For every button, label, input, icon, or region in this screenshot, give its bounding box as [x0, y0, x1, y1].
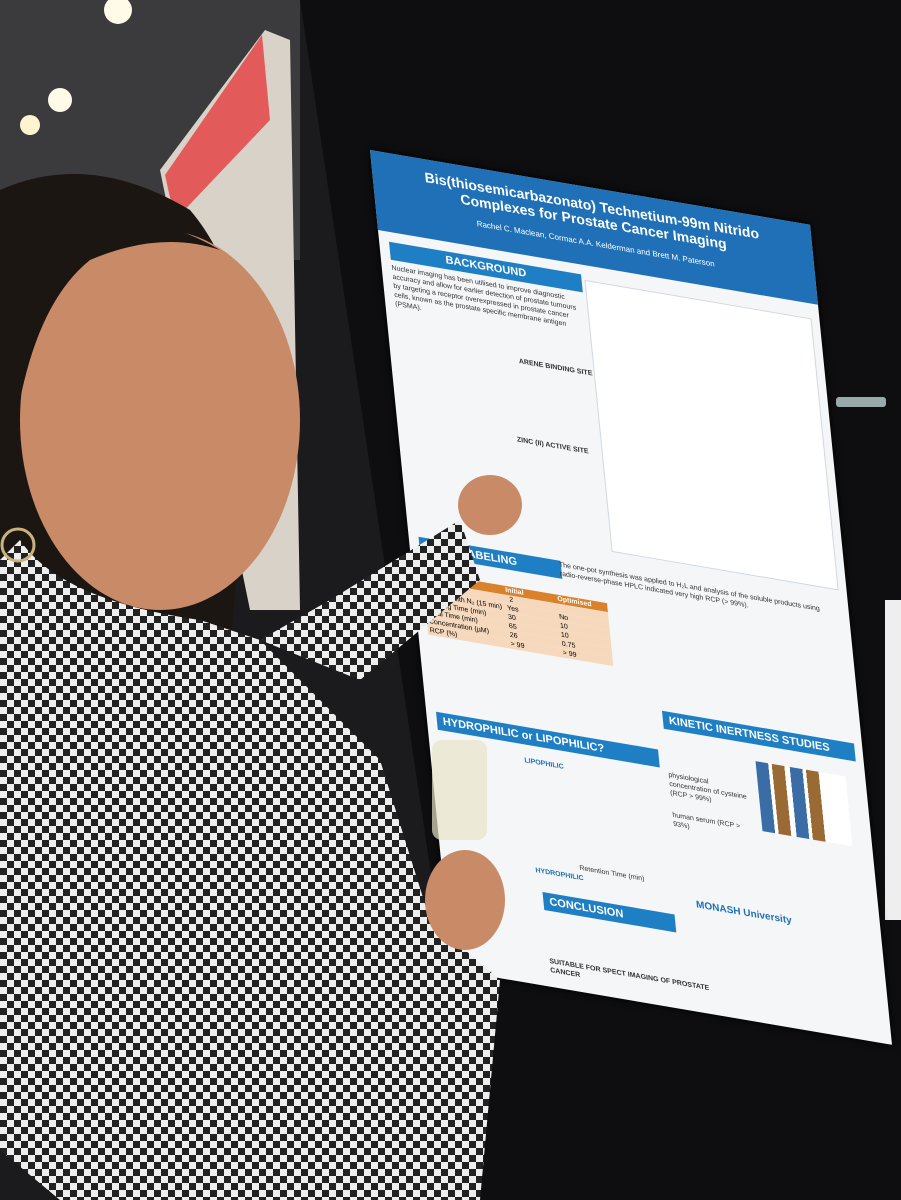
person — [0, 230, 522, 1200]
photo: Bis(thiosemicarbazonato) Technetium-99m … — [0, 0, 901, 1200]
